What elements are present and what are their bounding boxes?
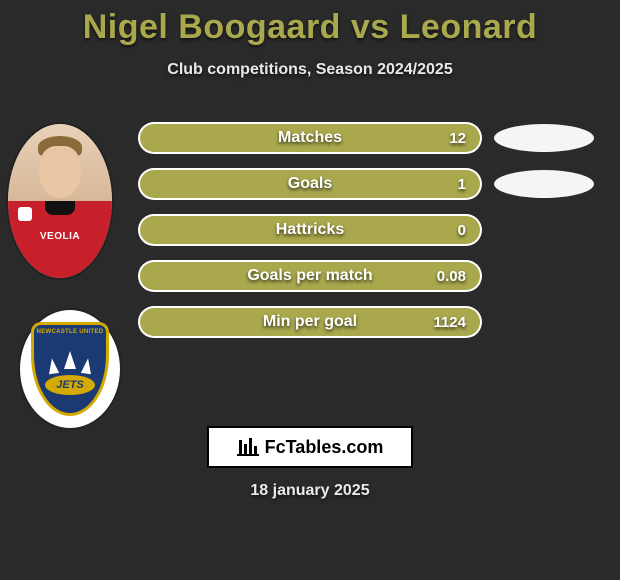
stat-pill-matches: Matches 12 [140,124,480,152]
club-crest: NEWCASTLE UNITED JETS [20,310,120,428]
stat-label: Goals per match [140,267,480,285]
club-crest-shield: NEWCASTLE UNITED JETS [31,322,109,416]
stat-label: Hattricks [140,221,480,239]
stat-value: 12 [449,130,466,147]
stat-value: 1 [458,176,466,193]
comparison-title: Nigel Boogaard vs Leonard [0,0,620,47]
club-name-top: NEWCASTLE UNITED [37,329,104,335]
comparison-subtitle: Club competitions, Season 2024/2025 [0,61,620,79]
stat-label: Matches [140,129,480,147]
stat-pill-goals-per-match: Goals per match 0.08 [140,262,480,290]
stat-pill-goals: Goals 1 [140,170,480,198]
site-attribution: FcTables.com [207,426,413,468]
stat-value: 0.08 [437,268,466,285]
snapshot-date: 18 january 2025 [0,482,620,500]
stat-pill-hattricks: Hattricks 0 [140,216,480,244]
jets-planes-icon [43,351,97,377]
opponent-blank-oval [494,170,594,198]
stat-value: 1124 [433,314,466,331]
stat-label: Goals [140,175,480,193]
player-avatar-illustration: VEOLIA [8,124,112,278]
club-name-tag: JETS [45,375,95,395]
stat-pill-min-per-goal: Min per goal 1124 [140,308,480,336]
opponent-blank-oval [494,124,594,152]
site-label: FcTables.com [265,437,384,458]
bar-chart-icon [237,436,259,458]
player-avatar: VEOLIA [8,124,112,278]
stat-label: Min per goal [140,313,480,331]
stat-value: 0 [458,222,466,239]
jersey-sponsor: VEOLIA [40,231,80,242]
